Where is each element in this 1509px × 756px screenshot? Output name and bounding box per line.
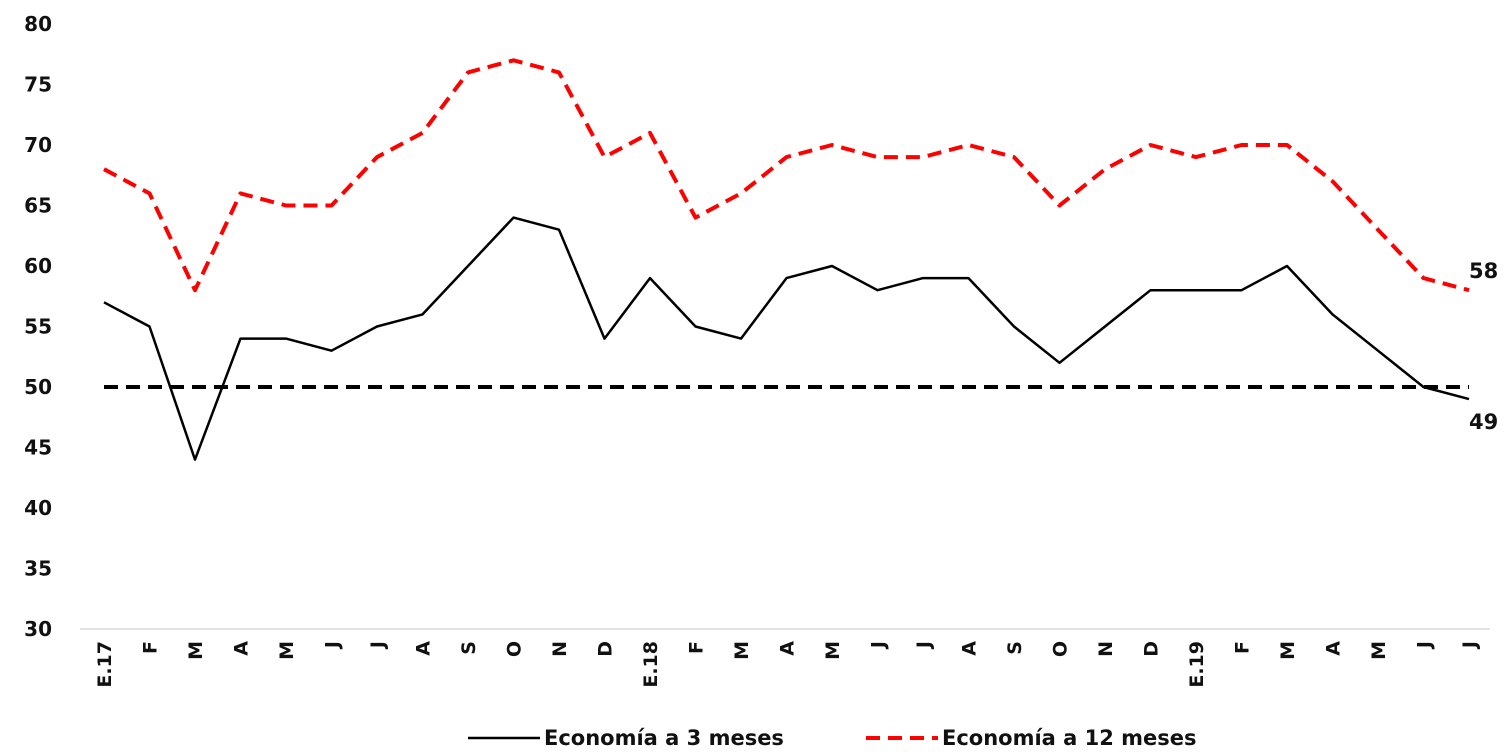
x-tick-label: M xyxy=(276,641,298,660)
x-tick-label: A xyxy=(777,641,799,656)
x-tick-label: O xyxy=(504,641,526,657)
x-tick-label: A xyxy=(959,641,981,656)
x-tick-label: S xyxy=(1004,641,1026,655)
x-tick-label: A xyxy=(1323,641,1345,656)
x-tick-label: J xyxy=(868,641,890,650)
x-tick-label: F xyxy=(686,641,708,654)
x-tick-label: E.17 xyxy=(94,641,116,688)
y-tick-label: 45 xyxy=(24,436,52,460)
x-tick-label: E.18 xyxy=(640,641,662,688)
x-tick-label: J xyxy=(1414,641,1436,650)
x-tick-label: E.19 xyxy=(1186,641,1208,688)
y-tick-label: 80 xyxy=(24,12,52,36)
x-tick-label: M xyxy=(1368,641,1390,660)
x-tick-label: M xyxy=(731,641,753,660)
x-tick-label: N xyxy=(1095,641,1117,657)
x-tick-label: A xyxy=(231,641,253,656)
value-label: 58 xyxy=(1469,259,1498,283)
series-line xyxy=(103,58,1470,293)
y-tick-label: 30 xyxy=(24,617,52,641)
x-tick-label: J xyxy=(913,641,935,650)
y-tick-label: 40 xyxy=(24,496,52,520)
x-tick-label: A xyxy=(413,641,435,656)
x-tick-label: F xyxy=(1232,641,1254,654)
x-tick-label: J xyxy=(322,641,344,650)
y-tick-label: 55 xyxy=(24,315,52,339)
x-tick-label: D xyxy=(595,641,617,657)
y-tick-label: 35 xyxy=(24,557,52,581)
series-line xyxy=(103,216,1470,461)
y-tick-label: 75 xyxy=(24,73,52,97)
x-tick-label: M xyxy=(185,641,207,660)
x-tick-label: O xyxy=(1050,641,1072,657)
value-label: 49 xyxy=(1469,410,1498,434)
y-tick-label: 65 xyxy=(24,194,52,218)
x-tick-label: D xyxy=(1141,641,1163,657)
x-tick-label: J xyxy=(1459,641,1481,650)
y-tick-label: 60 xyxy=(24,254,52,278)
x-tick-label: S xyxy=(458,641,480,655)
x-tick-label: N xyxy=(549,641,571,657)
y-tick-label: 70 xyxy=(24,133,52,157)
x-tick-label: M xyxy=(822,641,844,660)
x-tick-label: J xyxy=(367,641,389,650)
legend-label: Economía a 3 meses xyxy=(544,726,784,750)
y-tick-label: 50 xyxy=(24,375,52,399)
x-tick-label: F xyxy=(140,641,162,654)
legend-label: Economía a 12 meses xyxy=(942,726,1197,750)
x-tick-label: M xyxy=(1277,641,1299,660)
